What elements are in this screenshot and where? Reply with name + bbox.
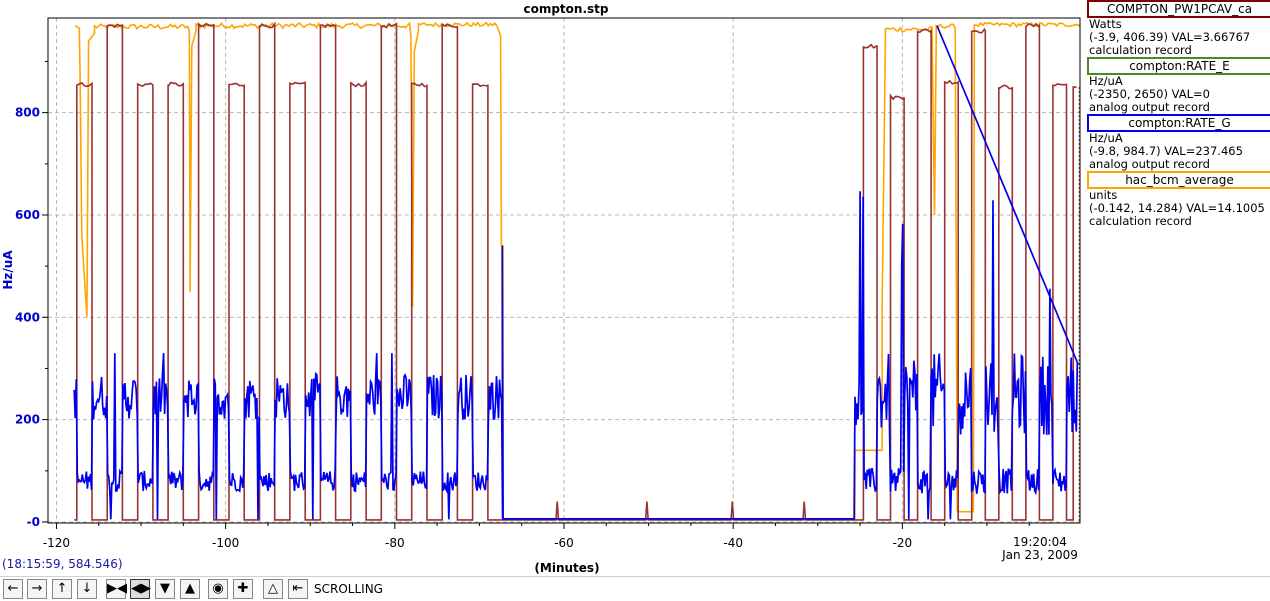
time-label: 19:20:04 xyxy=(1013,535,1067,549)
legend-entry-1-range: (-2350, 2650) VAL=0 xyxy=(1089,87,1210,101)
crosshair-icon[interactable]: ✚ xyxy=(233,579,253,599)
series-rate-g-line xyxy=(73,25,1080,520)
legend-entry-3-name[interactable]: hac_bcm_average xyxy=(1087,171,1270,189)
x-tick-label: -100 xyxy=(212,536,239,550)
zoom-y-in-icon[interactable]: ▼ xyxy=(155,579,175,599)
x-axis-label: (Minutes) xyxy=(534,561,599,575)
pan-right-icon[interactable]: → xyxy=(27,579,47,599)
zoom-y-out-icon[interactable]: ▲ xyxy=(180,579,200,599)
reset-scroll-icon[interactable]: ⇤ xyxy=(288,579,308,599)
scroll-status: SCROLLING xyxy=(314,582,383,596)
date-label: Jan 23, 2009 xyxy=(1001,548,1078,562)
y-tick-label: 200 xyxy=(15,413,40,427)
x-tick-label: -120 xyxy=(43,536,70,550)
toolbar: ← → ↑ ↓ ▶◀ ◀▶ ▼ ▲ ◉ ✚ △ ⇤ SCROLLING xyxy=(0,576,1270,601)
legend: COMPTON_PW1PCAV_ca Watts (-3.9, 406.39) VA… xyxy=(1085,0,1270,228)
chart-plot[interactable]: compton.stp -0 200 400 600 800 -120 -100 -80 -6… xyxy=(0,0,1085,576)
legend-entry-0-unit: Watts xyxy=(1089,17,1122,31)
y-tick-label: 400 xyxy=(15,310,40,324)
legend-entry-0-record: calculation record xyxy=(1089,43,1192,57)
legend-entry-2-range: (-9.8, 984.7) VAL=237.465 xyxy=(1089,144,1243,158)
legend-entry-2-unit: Hz/uA xyxy=(1089,131,1123,145)
y-tick-label: 600 xyxy=(15,208,40,222)
legend-entry-3-range: (-0.142, 14.284) VAL=14.1005 xyxy=(1089,201,1265,215)
series-layer xyxy=(73,21,1081,523)
y-tick-label: 800 xyxy=(15,106,40,120)
y-tick-label: -0 xyxy=(27,515,40,529)
zoom-x-out-icon[interactable]: ◀▶ xyxy=(130,579,151,599)
legend-entry-0-name[interactable]: COMPTON_PW1PCAV_ca xyxy=(1087,0,1270,18)
legend-entry-1-unit: Hz/uA xyxy=(1089,74,1123,88)
legend-entry-2-name[interactable]: compton:RATE_G xyxy=(1087,114,1270,132)
grid xyxy=(48,18,1080,523)
x-tick-label: -40 xyxy=(723,536,743,550)
zoom-box-icon[interactable]: ◉ xyxy=(208,579,228,599)
zoom-x-in-icon[interactable]: ▶◀ xyxy=(106,579,127,599)
pan-up-icon[interactable]: ↑ xyxy=(52,579,72,599)
legend-entry-1-name[interactable]: compton:RATE_E xyxy=(1087,57,1270,75)
x-tick-label: -60 xyxy=(554,536,574,550)
legend-entry-3-record: calculation record xyxy=(1089,214,1192,228)
x-axis: -120 -100 -80 -60 -40 -20 xyxy=(43,523,1030,550)
x-tick-label: -20 xyxy=(893,536,913,550)
pan-down-icon[interactable]: ↓ xyxy=(77,579,97,599)
legend-entry-2-record: analog output record xyxy=(1089,157,1210,171)
pan-left-icon[interactable]: ← xyxy=(3,579,23,599)
series-compton-pw1pcav-line xyxy=(74,21,1077,521)
legend-entry-0-range: (-3.9, 406.39) VAL=3.66767 xyxy=(1089,30,1251,44)
legend-entry-1-record: analog output record xyxy=(1089,100,1210,114)
y-axis: -0 200 400 600 800 xyxy=(15,60,48,529)
y-axis-label: Hz/uA xyxy=(1,250,15,290)
autoscale-icon[interactable]: △ xyxy=(263,579,283,599)
x-tick-label: -80 xyxy=(385,536,405,550)
legend-entry-3-unit: units xyxy=(1089,188,1118,202)
chart-title: compton.stp xyxy=(523,2,608,16)
cursor-readout: (18:15:59, 584.546) xyxy=(2,557,123,571)
